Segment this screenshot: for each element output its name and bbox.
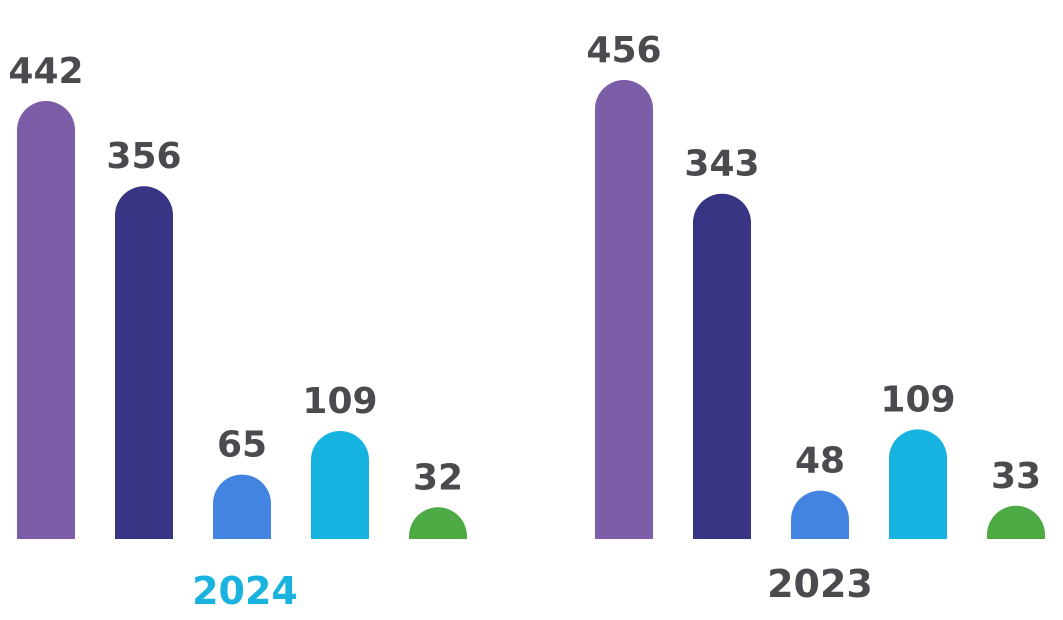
data-label-2023-4: 109	[880, 379, 955, 420]
bar-2023-3	[791, 490, 849, 539]
bar-2023-1	[595, 80, 653, 539]
bar-2024-3	[213, 474, 271, 539]
bar-2023-2	[693, 193, 751, 540]
data-label-2023-5: 33	[991, 456, 1041, 497]
data-label-2023-3: 48	[795, 441, 845, 482]
data-label-2024-3: 65	[217, 425, 267, 466]
data-label-2023-1: 456	[586, 30, 661, 71]
chart-group-2023: 456 343 48 109 33 2023	[586, 30, 1045, 606]
bar-2024-1	[17, 101, 75, 539]
group-label-2023: 2023	[767, 562, 873, 606]
bar-2024-2	[115, 186, 173, 539]
bar-2023-5	[987, 505, 1045, 539]
data-label-2023-2: 343	[684, 144, 759, 185]
data-label-2024-1: 442	[8, 51, 83, 92]
bar-2024-5	[409, 507, 467, 539]
group-label-2024: 2024	[192, 569, 298, 613]
data-label-2024-5: 32	[413, 457, 463, 498]
data-label-2024-2: 356	[106, 136, 181, 177]
bar-2023-4	[889, 429, 947, 539]
data-label-2024-4: 109	[302, 381, 377, 422]
chart-group-2024: 442 356 65 109 32 2024	[8, 51, 467, 613]
bar-2024-4	[311, 430, 369, 539]
